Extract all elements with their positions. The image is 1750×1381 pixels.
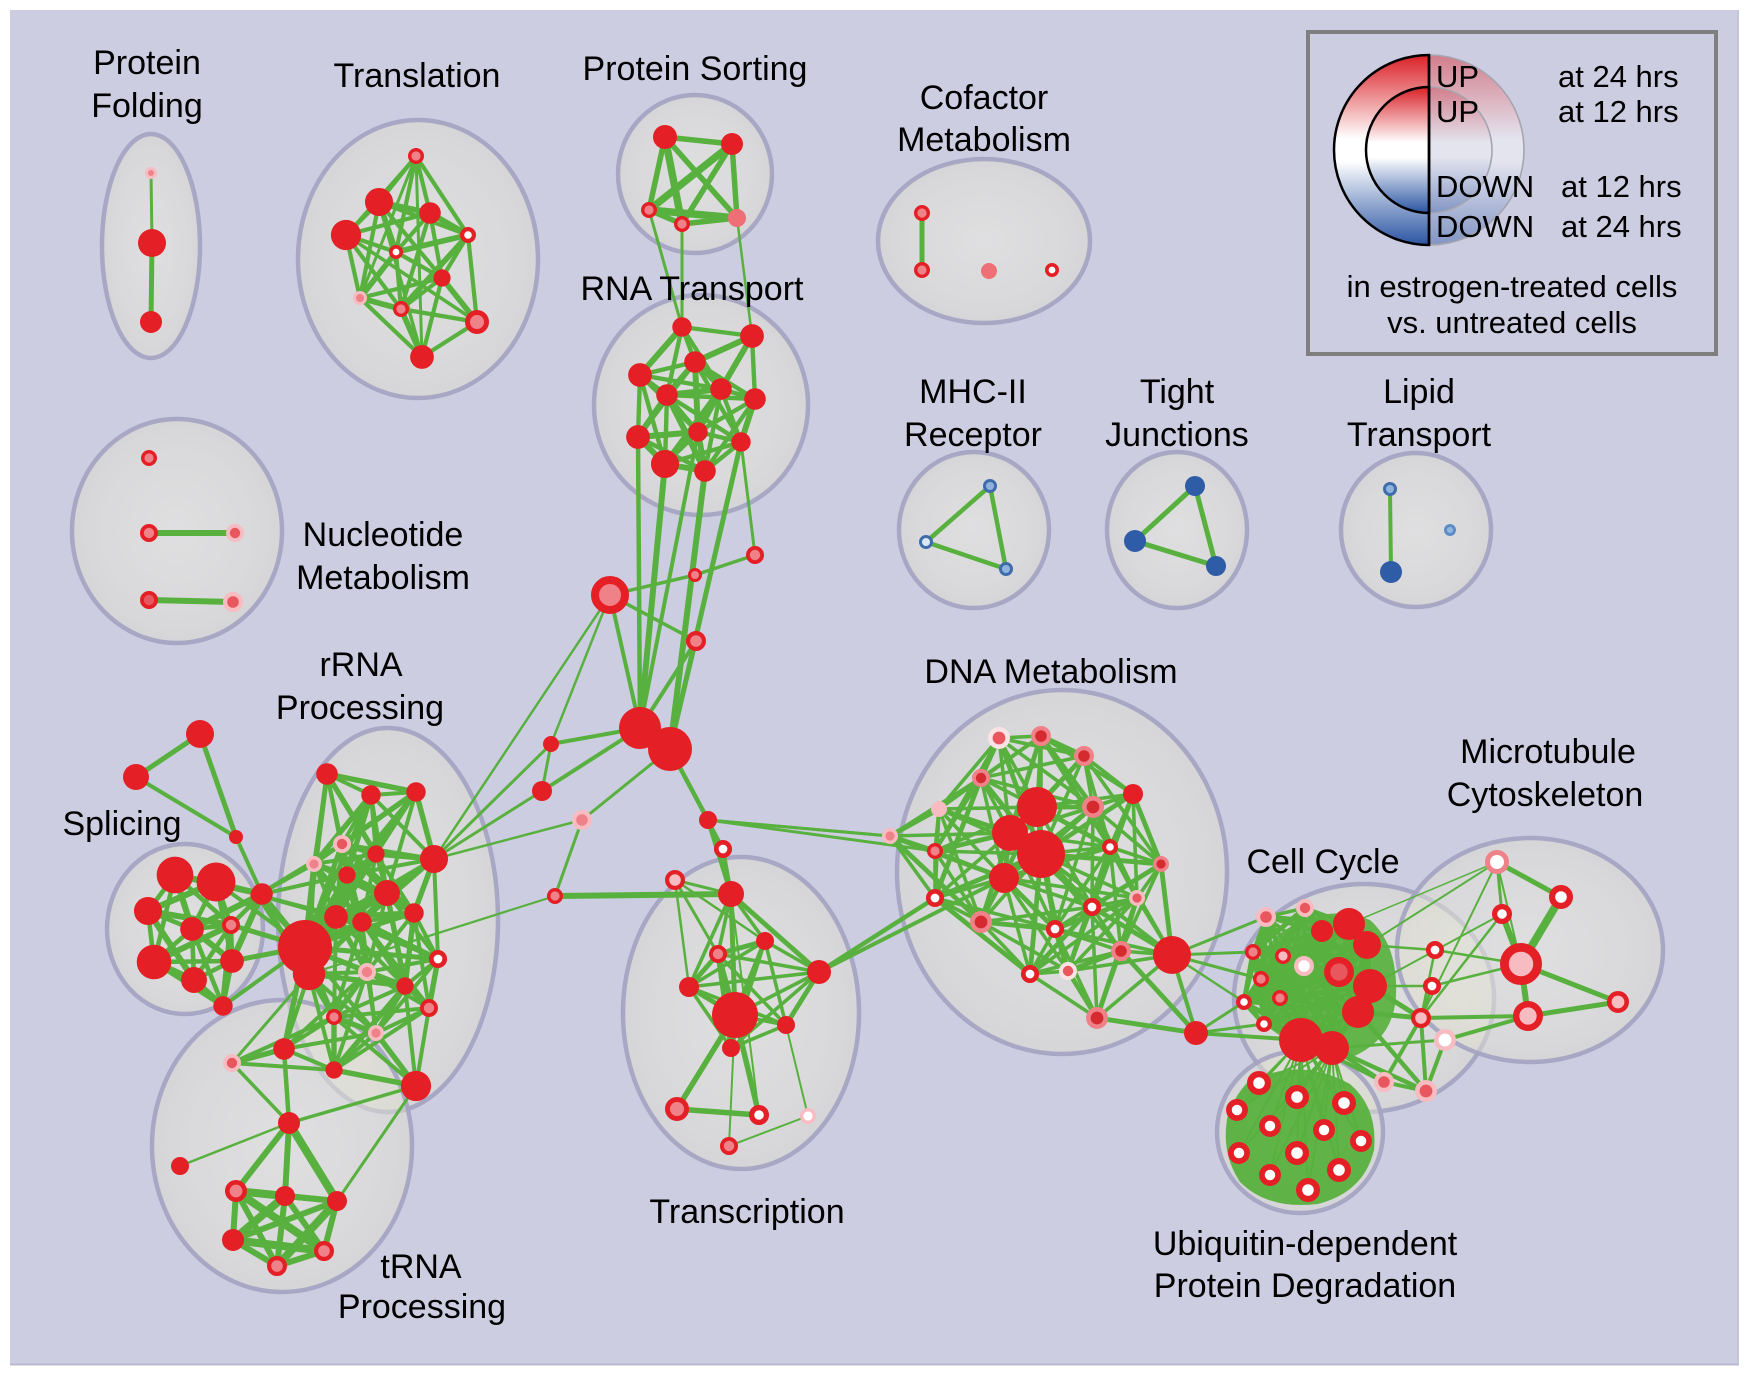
svg-text:Metabolism: Metabolism — [897, 121, 1071, 159]
svg-text:RNA Transport: RNA Transport — [581, 270, 805, 308]
svg-text:Protein: Protein — [93, 44, 201, 82]
svg-text:Metabolism: Metabolism — [296, 559, 470, 597]
svg-text:Transport: Transport — [1347, 416, 1492, 454]
svg-text:at 12 hrs: at 12 hrs — [1561, 169, 1682, 204]
svg-text:tRNA: tRNA — [380, 1248, 462, 1286]
svg-text:rRNA: rRNA — [319, 646, 402, 684]
svg-text:Microtubule: Microtubule — [1460, 733, 1636, 771]
svg-text:at 12 hrs: at 12 hrs — [1558, 94, 1679, 129]
svg-text:Transcription: Transcription — [649, 1193, 844, 1231]
svg-text:DNA Metabolism: DNA Metabolism — [924, 653, 1177, 691]
svg-text:UP: UP — [1436, 59, 1479, 94]
svg-text:Lipid: Lipid — [1383, 373, 1455, 411]
svg-text:vs. untreated cells: vs. untreated cells — [1387, 305, 1637, 340]
svg-text:Tight: Tight — [1140, 373, 1215, 411]
svg-text:Processing: Processing — [338, 1288, 506, 1326]
svg-text:Junctions: Junctions — [1105, 416, 1249, 454]
svg-text:Cofactor: Cofactor — [920, 79, 1049, 117]
svg-text:in estrogen-treated cells: in estrogen-treated cells — [1347, 269, 1678, 304]
svg-text:Ubiquitin-dependent: Ubiquitin-dependent — [1153, 1225, 1458, 1263]
svg-text:at 24 hrs: at 24 hrs — [1561, 209, 1682, 244]
svg-text:Protein Sorting: Protein Sorting — [583, 50, 808, 88]
svg-text:UP: UP — [1436, 94, 1479, 129]
svg-text:DOWN: DOWN — [1436, 169, 1534, 204]
svg-text:MHC-II: MHC-II — [919, 373, 1027, 411]
svg-text:Cytoskeleton: Cytoskeleton — [1447, 776, 1644, 814]
svg-text:Processing: Processing — [276, 689, 444, 727]
svg-text:Splicing: Splicing — [62, 805, 181, 843]
svg-text:Nucleotide: Nucleotide — [303, 516, 464, 554]
svg-text:Cell Cycle: Cell Cycle — [1246, 843, 1399, 881]
svg-text:DOWN: DOWN — [1436, 209, 1534, 244]
svg-text:at 24 hrs: at 24 hrs — [1558, 59, 1679, 94]
svg-text:Protein Degradation: Protein Degradation — [1154, 1267, 1456, 1305]
svg-text:Folding: Folding — [91, 87, 203, 125]
svg-text:Receptor: Receptor — [904, 416, 1042, 454]
svg-text:Translation: Translation — [334, 57, 501, 95]
